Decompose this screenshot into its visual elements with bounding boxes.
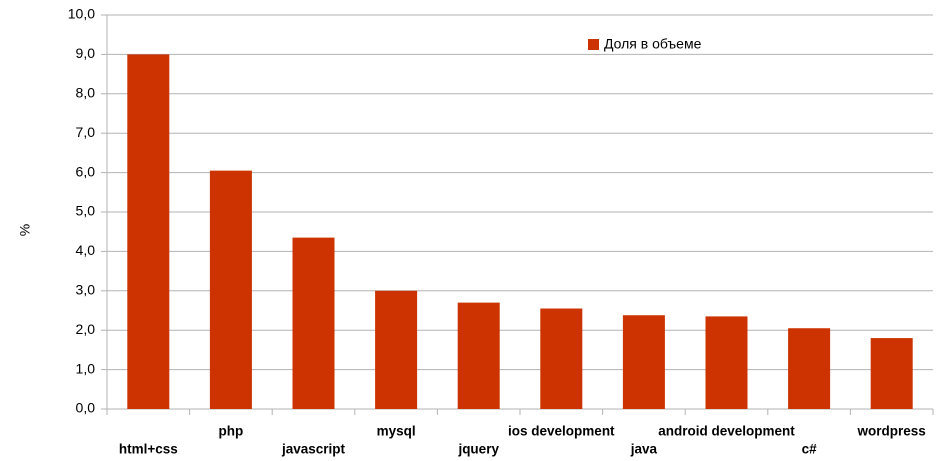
x-tick-label: java [630, 442, 658, 457]
x-tick-label: jquery [457, 442, 499, 457]
x-tick-label: wordpress [857, 424, 926, 439]
y-tick-label: 3,0 [76, 282, 96, 298]
y-tick-label: 4,0 [76, 242, 96, 258]
bar [870, 338, 913, 409]
y-tick-label: 9,0 [76, 45, 96, 61]
legend-label: Доля в объеме [604, 36, 702, 52]
bar [375, 290, 418, 409]
bar [788, 328, 831, 409]
y-tick-label: 5,0 [76, 203, 96, 219]
x-tick-label: javascript [281, 442, 346, 457]
y-tick-label: 2,0 [76, 321, 96, 337]
x-tick-label: mysql [377, 424, 416, 439]
bar [540, 308, 583, 409]
bar [292, 237, 335, 409]
y-tick-label: 1,0 [76, 360, 96, 376]
y-tick-label: 8,0 [76, 85, 96, 101]
bar [622, 315, 665, 409]
y-tick-label: 0,0 [76, 400, 96, 416]
x-tick-label: android development [658, 424, 795, 439]
y-tick-label: 6,0 [76, 163, 96, 179]
bar [209, 170, 252, 409]
y-tick-label: 10,0 [68, 6, 95, 22]
bar [705, 316, 748, 409]
x-tick-label: html+css [119, 442, 178, 457]
y-tick-label: 7,0 [76, 124, 96, 140]
x-tick-label: php [219, 424, 244, 439]
bar [127, 54, 170, 410]
x-tick-label: ios development [508, 424, 615, 439]
y-axis-label: % [17, 224, 33, 236]
legend-swatch [588, 39, 599, 50]
bar [457, 302, 500, 409]
x-tick-label: c# [802, 442, 818, 457]
